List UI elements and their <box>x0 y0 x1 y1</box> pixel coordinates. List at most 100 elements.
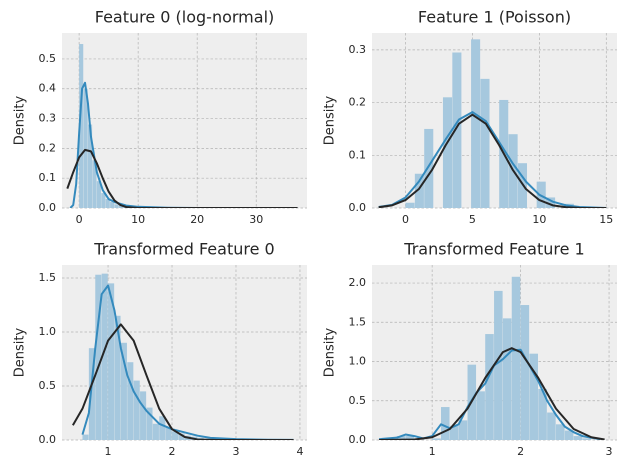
histogram-bar <box>405 202 415 208</box>
histogram-bar <box>127 362 134 440</box>
y-tick-label: 1.5 <box>39 271 57 284</box>
histogram-bar <box>582 438 592 440</box>
subplot-title: Transformed Feature 1 <box>403 240 584 259</box>
kde-line <box>378 111 607 208</box>
y-tick-label: 0.0 <box>39 201 57 214</box>
histogram-bar <box>555 424 565 440</box>
histogram-bar <box>165 427 172 440</box>
histogram-bar <box>118 205 124 208</box>
subplot: 0.0 0.5 1.0 1.5 1 2 3 4 Transformed Feature 0 Den… <box>13 240 307 458</box>
y-tick-label: 0.0 <box>349 433 367 446</box>
y-tick-label: 0.5 <box>39 379 57 392</box>
histogram-bar <box>133 380 140 440</box>
x-tick-label: 5 <box>469 213 476 226</box>
histogram-bar <box>108 283 115 440</box>
y-tick-label: 0.0 <box>39 433 57 446</box>
histogram-bar <box>83 88 88 208</box>
x-tick-label: 20 <box>190 213 204 226</box>
histogram-bar <box>458 420 468 440</box>
plot-content <box>72 273 294 440</box>
histogram-bar <box>140 391 147 440</box>
fit-line <box>379 347 605 440</box>
y-axis-label: Density <box>323 95 338 145</box>
histogram-bar <box>405 436 415 440</box>
x-tick-label: 1 <box>429 445 436 458</box>
y-tick-label: 0.5 <box>349 394 367 407</box>
y-tick-label: 0.2 <box>39 141 57 154</box>
histogram-bar <box>159 416 166 440</box>
subplot-title: Transformed Feature 0 <box>93 240 274 259</box>
x-tick-label: 15 <box>599 213 613 226</box>
x-tick-label: 1 <box>105 445 112 458</box>
histogram-bar <box>432 438 441 440</box>
y-tick-label: 0.3 <box>349 43 367 56</box>
x-tick-label: 0 <box>402 213 409 226</box>
x-tick-label: 10 <box>532 213 546 226</box>
histogram-bar <box>79 44 84 208</box>
histogram-bar <box>511 276 521 440</box>
y-tick-label: 2.0 <box>349 276 367 289</box>
x-tick-label: 30 <box>249 213 263 226</box>
histogram-bar <box>414 173 424 208</box>
subplot: 0.0 0.1 0.2 0.3 0 5 10 15 Feature 1 (Poisson) Den… <box>323 8 617 226</box>
plot-content <box>66 44 298 208</box>
histogram-bar <box>82 434 89 440</box>
histogram-bar <box>92 160 97 208</box>
y-tick-label: 0.5 <box>39 52 57 65</box>
histogram-bar <box>105 199 110 208</box>
x-tick-label: 2 <box>517 445 524 458</box>
histogram-bar <box>120 342 127 440</box>
subplot-title: Feature 0 (log-normal) <box>95 8 275 27</box>
histogram-bar <box>442 97 453 208</box>
histogram-bar <box>114 315 121 440</box>
fit-line <box>72 323 294 440</box>
subplot: 0.0 0.1 0.2 0.3 0.4 0.5 0 10 20 30 Feature 0 (log-… <box>13 8 307 226</box>
y-axis-label: Density <box>13 327 28 377</box>
histogram-bar <box>114 204 119 208</box>
fit-line <box>378 113 607 208</box>
histogram-bar <box>178 433 185 440</box>
histogram-bar <box>471 39 481 208</box>
histogram-bar <box>146 407 153 440</box>
histogram-bar <box>95 274 102 440</box>
y-tick-label: 1.5 <box>349 315 367 328</box>
x-tick-label: 3 <box>232 445 239 458</box>
y-axis-label: Density <box>323 327 338 377</box>
histogram-bar <box>88 348 95 440</box>
y-axis-label: Density <box>13 95 28 145</box>
histogram-bar <box>96 181 101 208</box>
subplot: 0.0 0.5 1.0 1.5 2.0 1 2 3 Transformed Feature 1 D… <box>323 240 617 458</box>
histogram-bar <box>449 425 459 440</box>
plot-content <box>378 276 605 440</box>
x-tick-label: 0 <box>76 213 83 226</box>
y-tick-label: 1.0 <box>349 355 367 368</box>
subplot-title: Feature 1 (Poisson) <box>418 8 571 27</box>
y-tick-label: 0.4 <box>39 82 57 95</box>
histogram-bar <box>529 353 538 440</box>
fit-line <box>66 148 298 208</box>
histogram-bar <box>110 202 115 208</box>
kde-line <box>81 284 294 440</box>
histogram-bar <box>396 436 406 440</box>
histogram-bar <box>564 430 574 440</box>
histogram-bar <box>547 412 556 440</box>
x-tick-label: 4 <box>296 445 303 458</box>
histogram-bar <box>494 290 503 440</box>
histogram-bar <box>101 193 106 208</box>
histogram-bar <box>480 78 490 208</box>
histogram-bar <box>476 391 485 440</box>
histogram-bar <box>440 407 450 440</box>
plot-content <box>378 39 607 208</box>
histogram-bar <box>424 128 434 208</box>
plot-area <box>372 33 617 208</box>
histogram-bar <box>452 52 462 208</box>
histogram-bar <box>87 124 93 208</box>
histogram-bar <box>101 273 108 440</box>
y-tick-label: 0.1 <box>39 171 57 184</box>
histogram-bar <box>538 388 547 440</box>
y-tick-label: 0.1 <box>349 148 367 161</box>
y-tick-label: 0.3 <box>39 112 57 125</box>
histogram-bar <box>152 423 159 440</box>
